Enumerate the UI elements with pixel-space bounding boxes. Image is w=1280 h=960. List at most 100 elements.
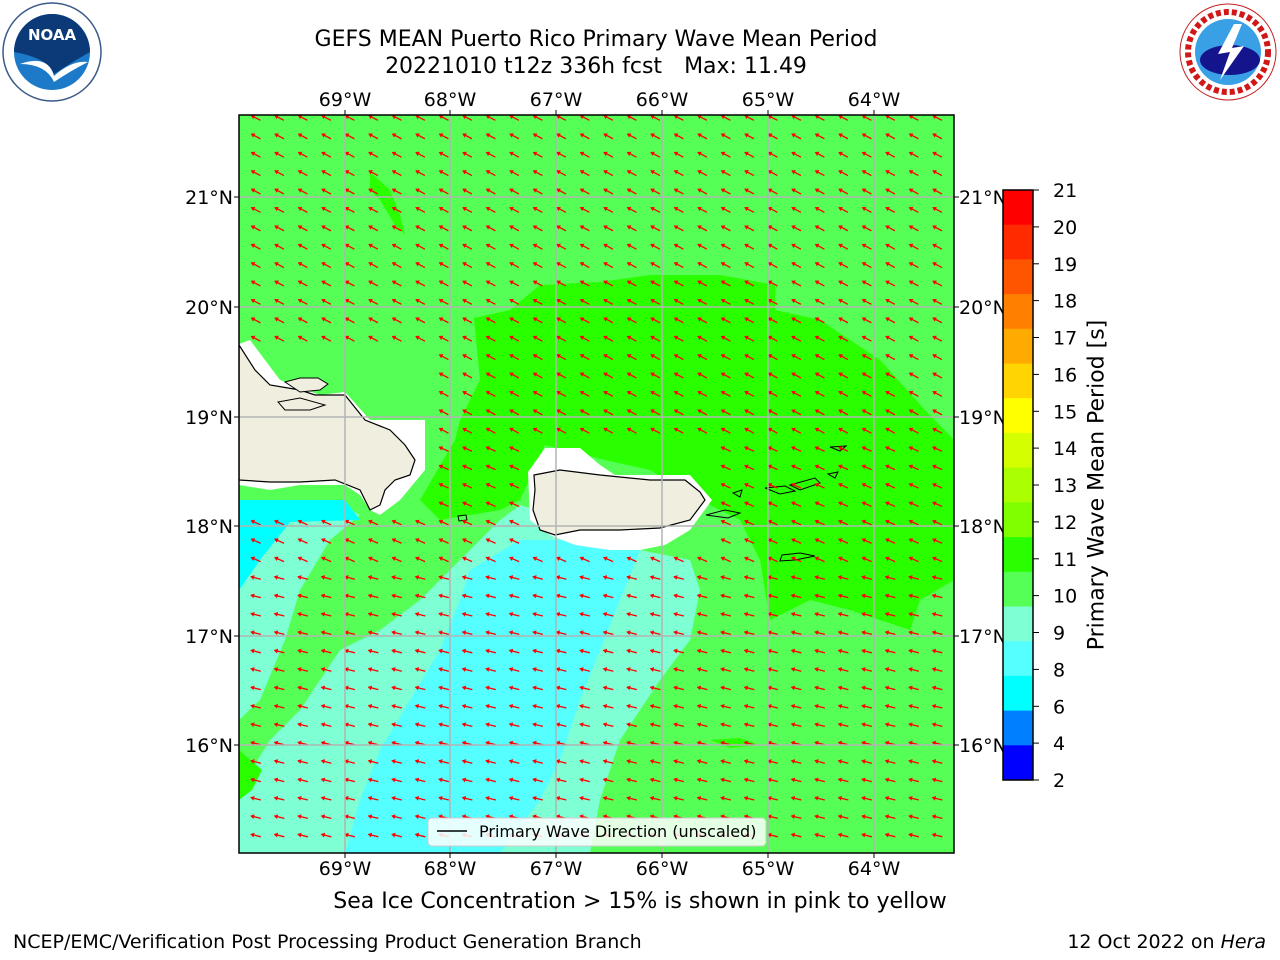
wave-arrow [838,243,849,250]
wave-arrow [532,390,543,397]
wave-arrow [838,372,849,379]
wave-arrow [720,133,731,140]
wave-arrow [555,703,567,709]
wave-arrow [532,575,544,580]
wave-arrow [673,630,685,636]
wave-arrow [650,188,661,195]
culebra-island [731,489,743,498]
wave-arrow [509,446,520,452]
wave-arrow [650,262,661,269]
wave-arrow [344,280,355,287]
lon-label: 66°W [636,89,689,111]
wave-arrow [885,225,896,232]
wave-arrow [273,611,285,617]
wave-arrow [414,575,426,580]
wave-arrow [696,685,708,691]
wave-arrow [908,335,919,342]
wave-arrow [555,648,567,654]
wave-arrow [485,795,497,801]
wave-arrow [579,335,590,342]
wave-arrow [626,262,637,269]
wave-arrow [555,722,567,728]
wave-arrow [485,317,496,324]
wave-arrow [673,188,684,195]
wave-arrow [767,409,778,416]
wave-arrow [250,538,261,544]
wave-arrow [744,206,755,213]
run-label: 20221010 t12z 336h fcst [385,54,663,79]
wave-arrow [532,298,543,305]
wave-arrow [532,556,543,563]
wave-arrow [908,446,919,452]
st-thomas-island [764,485,797,495]
wave-arrow [837,814,849,820]
wave-arrow [743,611,755,617]
wave-arrow [274,538,285,544]
wave-arrow [908,372,919,379]
wave-arrow [720,372,731,379]
wave-arrow [509,390,520,397]
wave-arrow [720,703,732,709]
wave-arrow [532,795,544,801]
period-6-8-fill [239,500,360,590]
wave-arrow [767,372,778,379]
wave-arrow [814,280,825,287]
wave-arrow [415,280,426,287]
wave-arrow [485,409,496,416]
wave-arrow [556,298,567,305]
wave-arrow [485,519,496,526]
wave-arrow [461,795,473,801]
wave-arrow [461,575,473,580]
wave-arrow [602,593,614,599]
wave-arrow [367,722,379,728]
wave-arrow [696,722,708,728]
wave-arrow [415,317,426,324]
wave-arrow [297,667,309,672]
wave-arrow [602,703,614,709]
wave-arrow [485,611,497,617]
wave-arrow [297,280,308,287]
wave-arrow [697,133,708,140]
wave-arrow [720,648,732,654]
wave-arrow [932,115,943,121]
wave-arrow [626,667,638,672]
wave-arrow [368,133,379,140]
wave-arrow [368,243,379,250]
wave-arrow [297,519,308,526]
wave-arrow [838,115,849,121]
wave-arrow [673,372,684,379]
wave-arrow [297,630,309,636]
wave-arrow [532,262,543,269]
wave-arrow [861,206,872,213]
wave-arrow [320,722,332,728]
wave-arrow [603,133,614,140]
wave-arrow [391,298,402,305]
wave-arrow [767,335,778,342]
wave-arrow [626,335,637,342]
wave-arrow [838,151,849,158]
wave-arrow [791,372,802,379]
wave-arrow [885,317,896,324]
wave-arrow [626,390,637,397]
wave-arrow [274,519,285,526]
wave-arrow [885,409,896,416]
wave-arrow [696,777,708,783]
wave-arrow [320,685,332,691]
wave-arrow [532,372,543,379]
wave-arrow [438,372,449,379]
wave-arrow [744,519,755,526]
wave-arrow [603,206,614,213]
wave-arrow [814,409,825,416]
wave-arrow [743,667,755,672]
wave-arrow [697,372,708,379]
wave-arrow [884,648,896,654]
colorbar-tick-label: 16 [1053,364,1077,386]
wave-arrow [273,722,285,728]
wave-arrow [438,280,449,287]
colorbar-swatch [1003,363,1033,399]
wave-arrow [720,354,731,361]
wave-arrow [509,151,520,158]
wave-arrow [391,722,403,728]
wave-arrow [861,722,873,728]
wave-arrow [932,243,943,250]
